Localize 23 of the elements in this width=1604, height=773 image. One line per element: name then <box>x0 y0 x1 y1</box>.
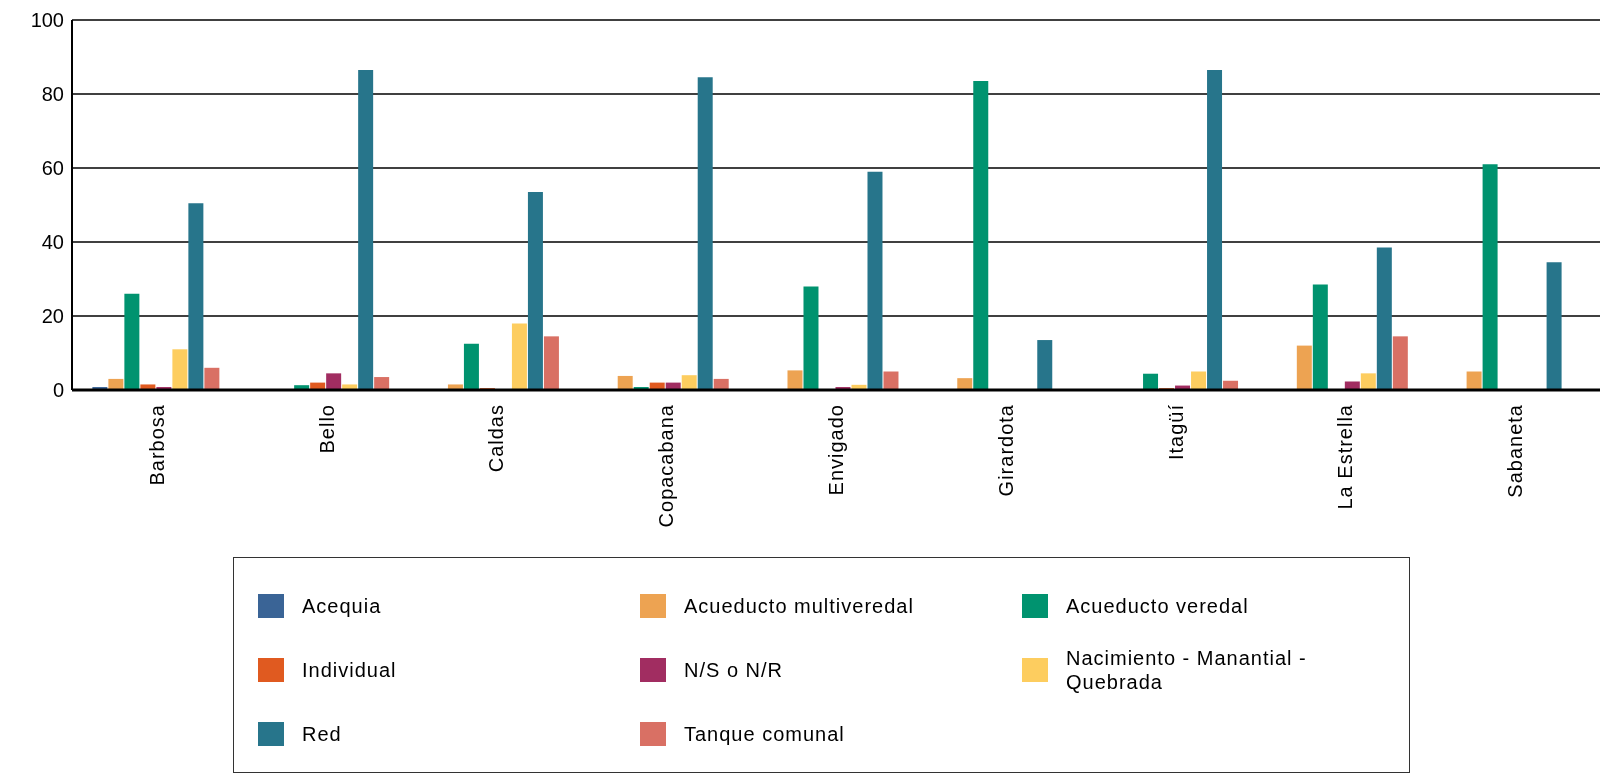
y-tick-label: 80 <box>41 83 64 106</box>
x-tick-label: Sabaneta <box>1504 404 1527 498</box>
legend-label: Acequia <box>302 594 382 618</box>
legend-label: Individual <box>302 658 397 682</box>
legend-label: Nacimiento - Manantial - Quebrada <box>1066 646 1308 694</box>
x-tick-label: Envigado <box>825 404 847 496</box>
y-tick-label: 20 <box>41 305 64 328</box>
x-tick-label: La Estrella <box>1334 404 1357 510</box>
y-tick-label: 0 <box>52 379 64 402</box>
legend-label: Red <box>302 722 342 746</box>
y-tick-label: 60 <box>41 157 64 180</box>
y-tick-label: 40 <box>41 231 64 254</box>
legend-label: Acueducto veredal <box>1066 594 1249 618</box>
y-tick-label: 100 <box>30 9 64 32</box>
legend-label: Acueducto multiveredal <box>684 594 914 618</box>
legend-label: N/S o N/R <box>684 658 784 682</box>
x-tick-label: Girardota <box>994 404 1017 497</box>
legend-label: Tanque comunal <box>684 722 845 746</box>
x-tick-label: Bello <box>315 404 338 454</box>
x-tick-label: Caldas <box>485 404 508 473</box>
x-tick-label: Itagüí <box>1164 404 1187 461</box>
x-tick-label: Copacabana <box>655 404 678 528</box>
x-tick-label: Barbosa <box>145 404 168 486</box>
